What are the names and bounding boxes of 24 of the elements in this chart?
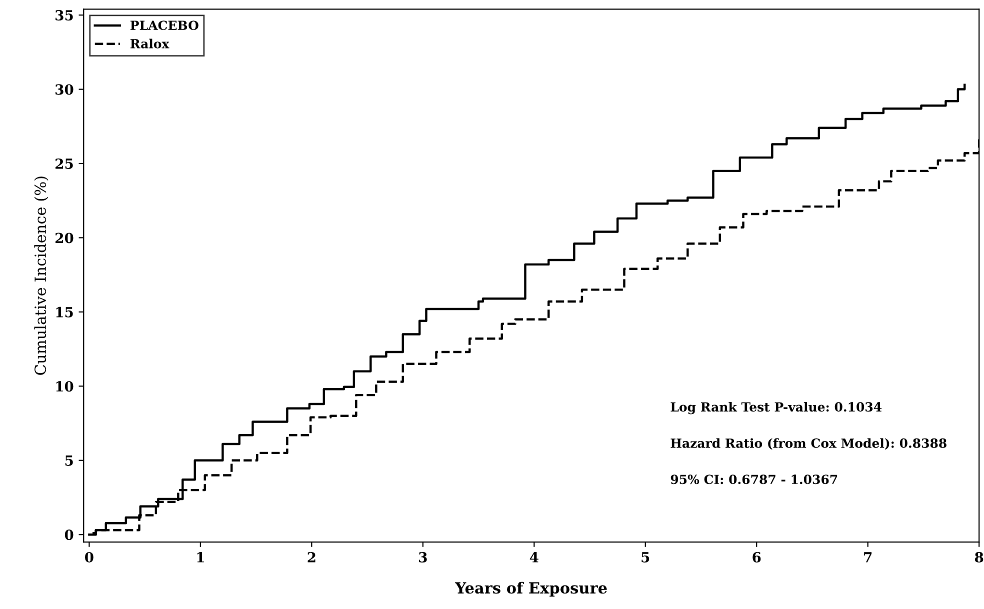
y-tick-label: 15	[56, 306, 73, 318]
y-tick-label: 20	[56, 232, 74, 244]
annotation: 95% CI: 0.6787 - 1.0367	[670, 474, 838, 484]
x-tick-label: 1	[197, 552, 204, 562]
annotation: Log Rank Test P-value: 0.1034	[670, 402, 882, 414]
y-axis-title: Cumulative Incidence (%)	[34, 176, 48, 375]
x-axis-title: Years of Exposure	[455, 582, 607, 597]
annotation: Hazard Ratio (from Cox Model): 0.8388	[670, 438, 946, 450]
x-tick-label: 4	[530, 552, 538, 562]
x-tick-label: 3	[419, 552, 427, 562]
y-tick-label: 10	[56, 381, 74, 392]
legend-label: PLACEBO	[130, 20, 198, 30]
legend-label: Ralox	[130, 38, 170, 48]
x-tick-label: 8	[974, 552, 984, 562]
y-tick-label: 30	[56, 84, 74, 95]
x-tick-label: 5	[642, 552, 650, 562]
y-tick-label: 0	[64, 530, 74, 540]
x-tick-label: 2	[308, 552, 316, 562]
x-tick-label: 7	[864, 552, 872, 562]
x-tick-label: 6	[752, 552, 761, 562]
y-tick-label: 35	[56, 10, 73, 21]
y-tick-label: 5	[65, 456, 73, 466]
y-tick-label: 25	[56, 158, 73, 169]
x-tick-label: 0	[85, 552, 94, 562]
